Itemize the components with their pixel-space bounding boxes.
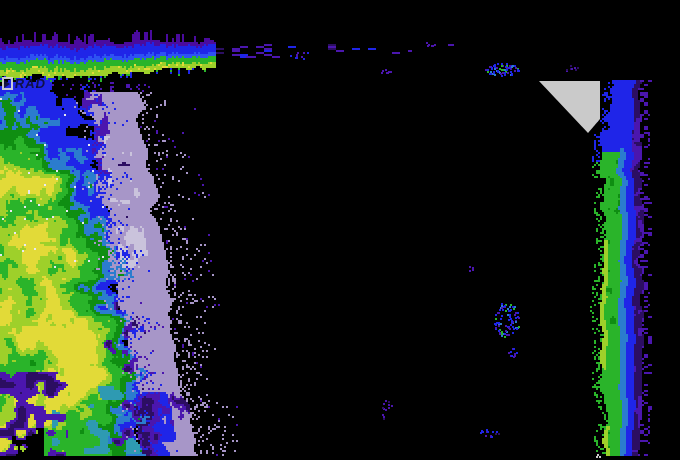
radar-image-canvas <box>0 0 680 460</box>
radar-display: RAD <box>0 0 680 460</box>
